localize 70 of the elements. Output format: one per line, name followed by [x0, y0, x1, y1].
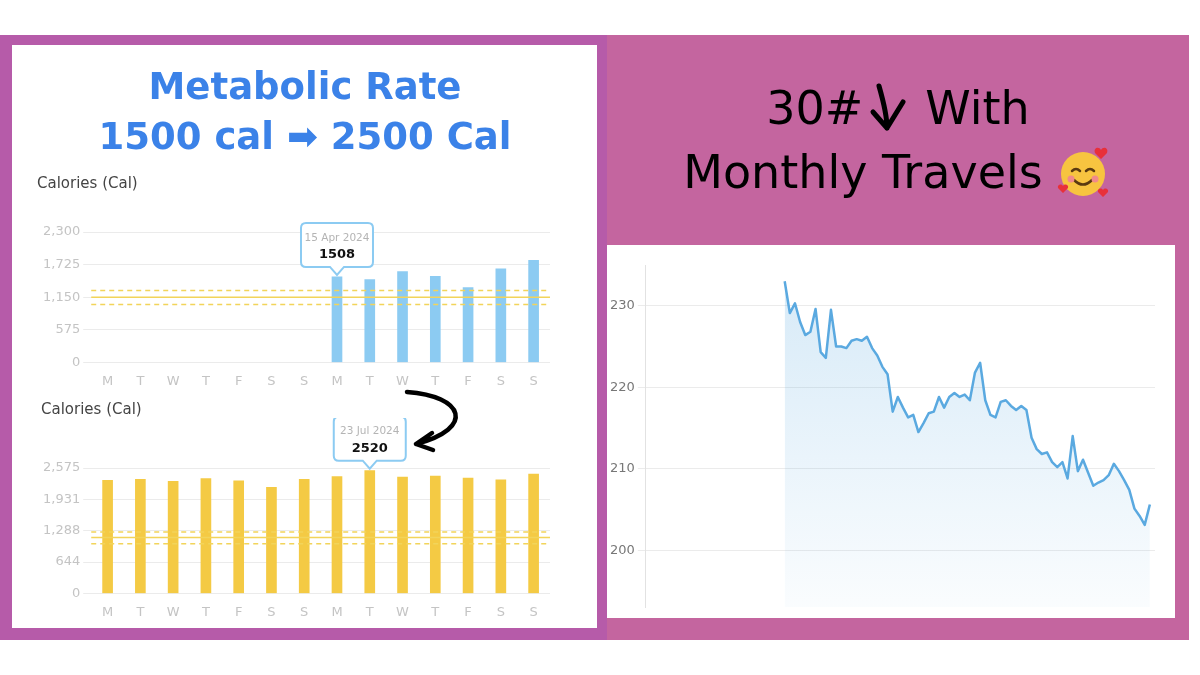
x-tick-label: T	[135, 603, 145, 619]
x-tick-label: S	[496, 372, 505, 388]
x-tick-label: M	[331, 603, 343, 619]
bar	[397, 476, 408, 594]
x-tick-label: T	[200, 372, 210, 388]
bar	[462, 287, 474, 363]
y-tick-label: 644	[55, 553, 81, 569]
x-tick-label: M	[331, 372, 343, 388]
chart-title: 30# With Monthly Travels	[683, 81, 1043, 199]
bar	[364, 279, 376, 363]
bar	[397, 271, 408, 363]
y-tick-label: 200	[609, 541, 635, 557]
x-tick-label: S	[267, 372, 276, 388]
y-tick-label: 210	[609, 460, 635, 476]
x-tick-label: M	[101, 372, 114, 388]
bar	[331, 476, 343, 594]
x-tick-label: F	[464, 603, 472, 619]
x-tick-label: F	[234, 603, 243, 619]
x-tick-label: W	[166, 603, 180, 619]
bar	[102, 480, 113, 594]
x-tick-label: S	[267, 603, 276, 619]
y-tick-label: 0	[71, 353, 81, 369]
bar	[298, 479, 310, 594]
y-tick-label: 2,575	[43, 459, 81, 475]
y-tick-label: 230	[609, 297, 635, 313]
bar	[233, 480, 245, 594]
bar	[135, 479, 146, 594]
x-tick-label: S	[300, 372, 309, 388]
y-tick-label: 1,288	[43, 522, 81, 538]
x-tick-label: S	[496, 603, 505, 619]
y-axis-title: Calories (Cal)	[37, 174, 139, 192]
data-label: 2520	[351, 440, 388, 456]
x-tick-label: S	[300, 603, 309, 619]
y-tick-label: 220	[609, 378, 635, 394]
x-tick-label: T	[200, 603, 210, 619]
x-tick-label: T	[364, 372, 374, 388]
x-tick-label: T	[135, 372, 145, 388]
y-tick-label: 575	[55, 321, 81, 337]
bar	[462, 477, 474, 594]
text: 23 Jul 2024	[340, 424, 400, 437]
x-tick-label: S	[529, 372, 538, 388]
bar	[528, 260, 539, 363]
bar	[364, 470, 376, 594]
bar	[167, 481, 179, 594]
x-tick-label: W	[396, 603, 410, 619]
x-tick-label: T	[364, 603, 374, 619]
x-tick-label: F	[234, 372, 243, 388]
bar	[528, 473, 539, 594]
bar	[200, 478, 212, 594]
bar	[429, 475, 441, 594]
annotation: 15 Apr 2024	[304, 230, 370, 243]
bar	[266, 486, 277, 594]
y-tick-label: 2,300	[43, 223, 81, 239]
bar	[495, 479, 507, 594]
x-tick-label: W	[396, 372, 410, 388]
chart-title: Metabolic Rate 1500 cal ➡ 2500 Cal	[97, 64, 513, 160]
x-tick-label: F	[464, 372, 472, 388]
bar	[429, 275, 441, 363]
data-label: 1508	[318, 246, 356, 262]
y-tick-label: 1,931	[43, 490, 81, 506]
x-tick-label: T	[430, 372, 440, 388]
x-tick-label: T	[430, 603, 440, 619]
bar	[495, 268, 507, 363]
x-tick-label: M	[101, 603, 114, 619]
y-tick-label: 1,725	[43, 255, 81, 271]
y-tick-label: 0	[71, 584, 81, 600]
x-tick-label: W	[166, 372, 180, 388]
x-tick-label: S	[529, 603, 538, 619]
y-tick-label: 1,150	[43, 288, 81, 304]
y-axis-title: Calories (Cal)	[41, 400, 143, 418]
